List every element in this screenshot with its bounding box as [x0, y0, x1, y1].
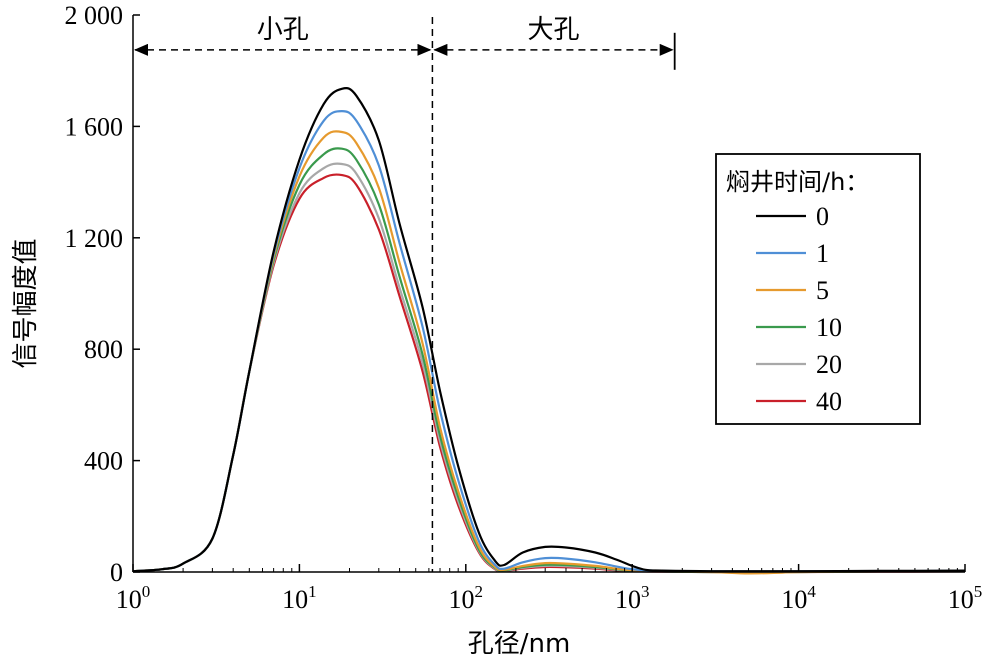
legend-label-0: 0 — [816, 202, 829, 231]
x-tick-label: 100 — [116, 582, 151, 614]
x-tick-base: 10 — [282, 585, 308, 614]
legend: 焖井时间/h： 0 1 5 10 20 40 — [715, 153, 921, 425]
x-tick-base: 10 — [615, 585, 641, 614]
x-tick-exp: 5 — [974, 582, 983, 601]
legend-label-5: 40 — [816, 387, 842, 416]
legend-label-4: 20 — [816, 350, 842, 379]
x-tick-exp: 4 — [807, 582, 816, 601]
x-tick-label: 103 — [615, 582, 650, 614]
x-tick-label: 102 — [449, 582, 484, 614]
x-tick-base: 10 — [781, 585, 807, 614]
y-tick-label: 2 000 — [65, 1, 124, 30]
x-tick-base: 10 — [449, 585, 475, 614]
x-tick-exp: 1 — [308, 582, 317, 601]
x-tick-label: 105 — [948, 582, 983, 614]
x-tick-base: 10 — [116, 585, 142, 614]
x-tick-exp: 0 — [142, 582, 151, 601]
x-tick-label: 104 — [781, 582, 816, 614]
y-tick-label: 1 600 — [65, 112, 124, 141]
large-pore-label: 大孔 — [528, 15, 580, 45]
y-tick-label: 800 — [84, 335, 123, 364]
y-tick-label: 0 — [110, 558, 123, 587]
x-axis-title: 孔径/nm — [468, 629, 571, 659]
annotations: 小孔 大孔 — [134, 15, 676, 572]
x-tick-base: 10 — [948, 585, 974, 614]
legend-title: 焖井时间/h： — [726, 168, 869, 196]
small-pore-label: 小孔 — [257, 15, 309, 45]
x-tick-label: 101 — [282, 582, 317, 614]
legend-label-1: 1 — [816, 239, 829, 268]
y-axis-title: 信号幅度值 — [11, 238, 41, 368]
legend-box — [715, 153, 921, 425]
x-tick-exp: 3 — [641, 582, 650, 601]
y-tick-label: 400 — [84, 447, 123, 476]
x-tick-exp: 2 — [475, 582, 484, 601]
series-line-0 — [132, 86, 966, 573]
legend-label-2: 5 — [816, 276, 829, 305]
legend-label-3: 10 — [816, 313, 842, 342]
y-tick-label: 1 200 — [65, 224, 124, 253]
